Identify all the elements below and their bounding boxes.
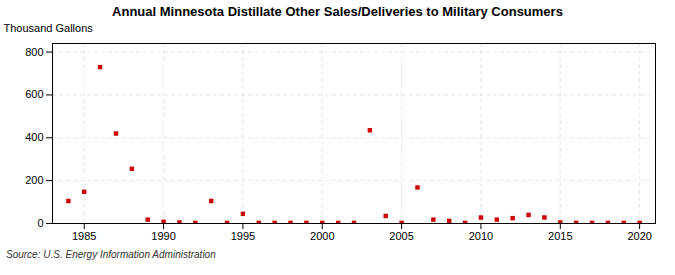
svg-text:2020: 2020 xyxy=(627,230,651,242)
svg-text:1995: 1995 xyxy=(231,230,255,242)
svg-text:200: 200 xyxy=(25,174,43,186)
svg-text:2015: 2015 xyxy=(548,230,572,242)
svg-text:600: 600 xyxy=(25,88,43,100)
html-text:Source: U.S. Energy Informatio: Source: U.S. Energy Information Administ… xyxy=(6,249,216,260)
svg-text:0: 0 xyxy=(37,217,43,229)
svg-text:Thousand Gallons: Thousand Gallons xyxy=(4,22,94,34)
svg-text:400: 400 xyxy=(25,131,43,143)
svg-text:1985: 1985 xyxy=(72,230,96,242)
svg-text:2000: 2000 xyxy=(310,230,334,242)
html-text:Annual Minnesota Distillate Ot: Annual Minnesota Distillate Other Sales/… xyxy=(112,4,563,19)
svg-text:2005: 2005 xyxy=(389,230,413,242)
svg-text:800: 800 xyxy=(25,46,43,58)
svg-text:1990: 1990 xyxy=(151,230,175,242)
svg-text:2010: 2010 xyxy=(469,230,493,242)
